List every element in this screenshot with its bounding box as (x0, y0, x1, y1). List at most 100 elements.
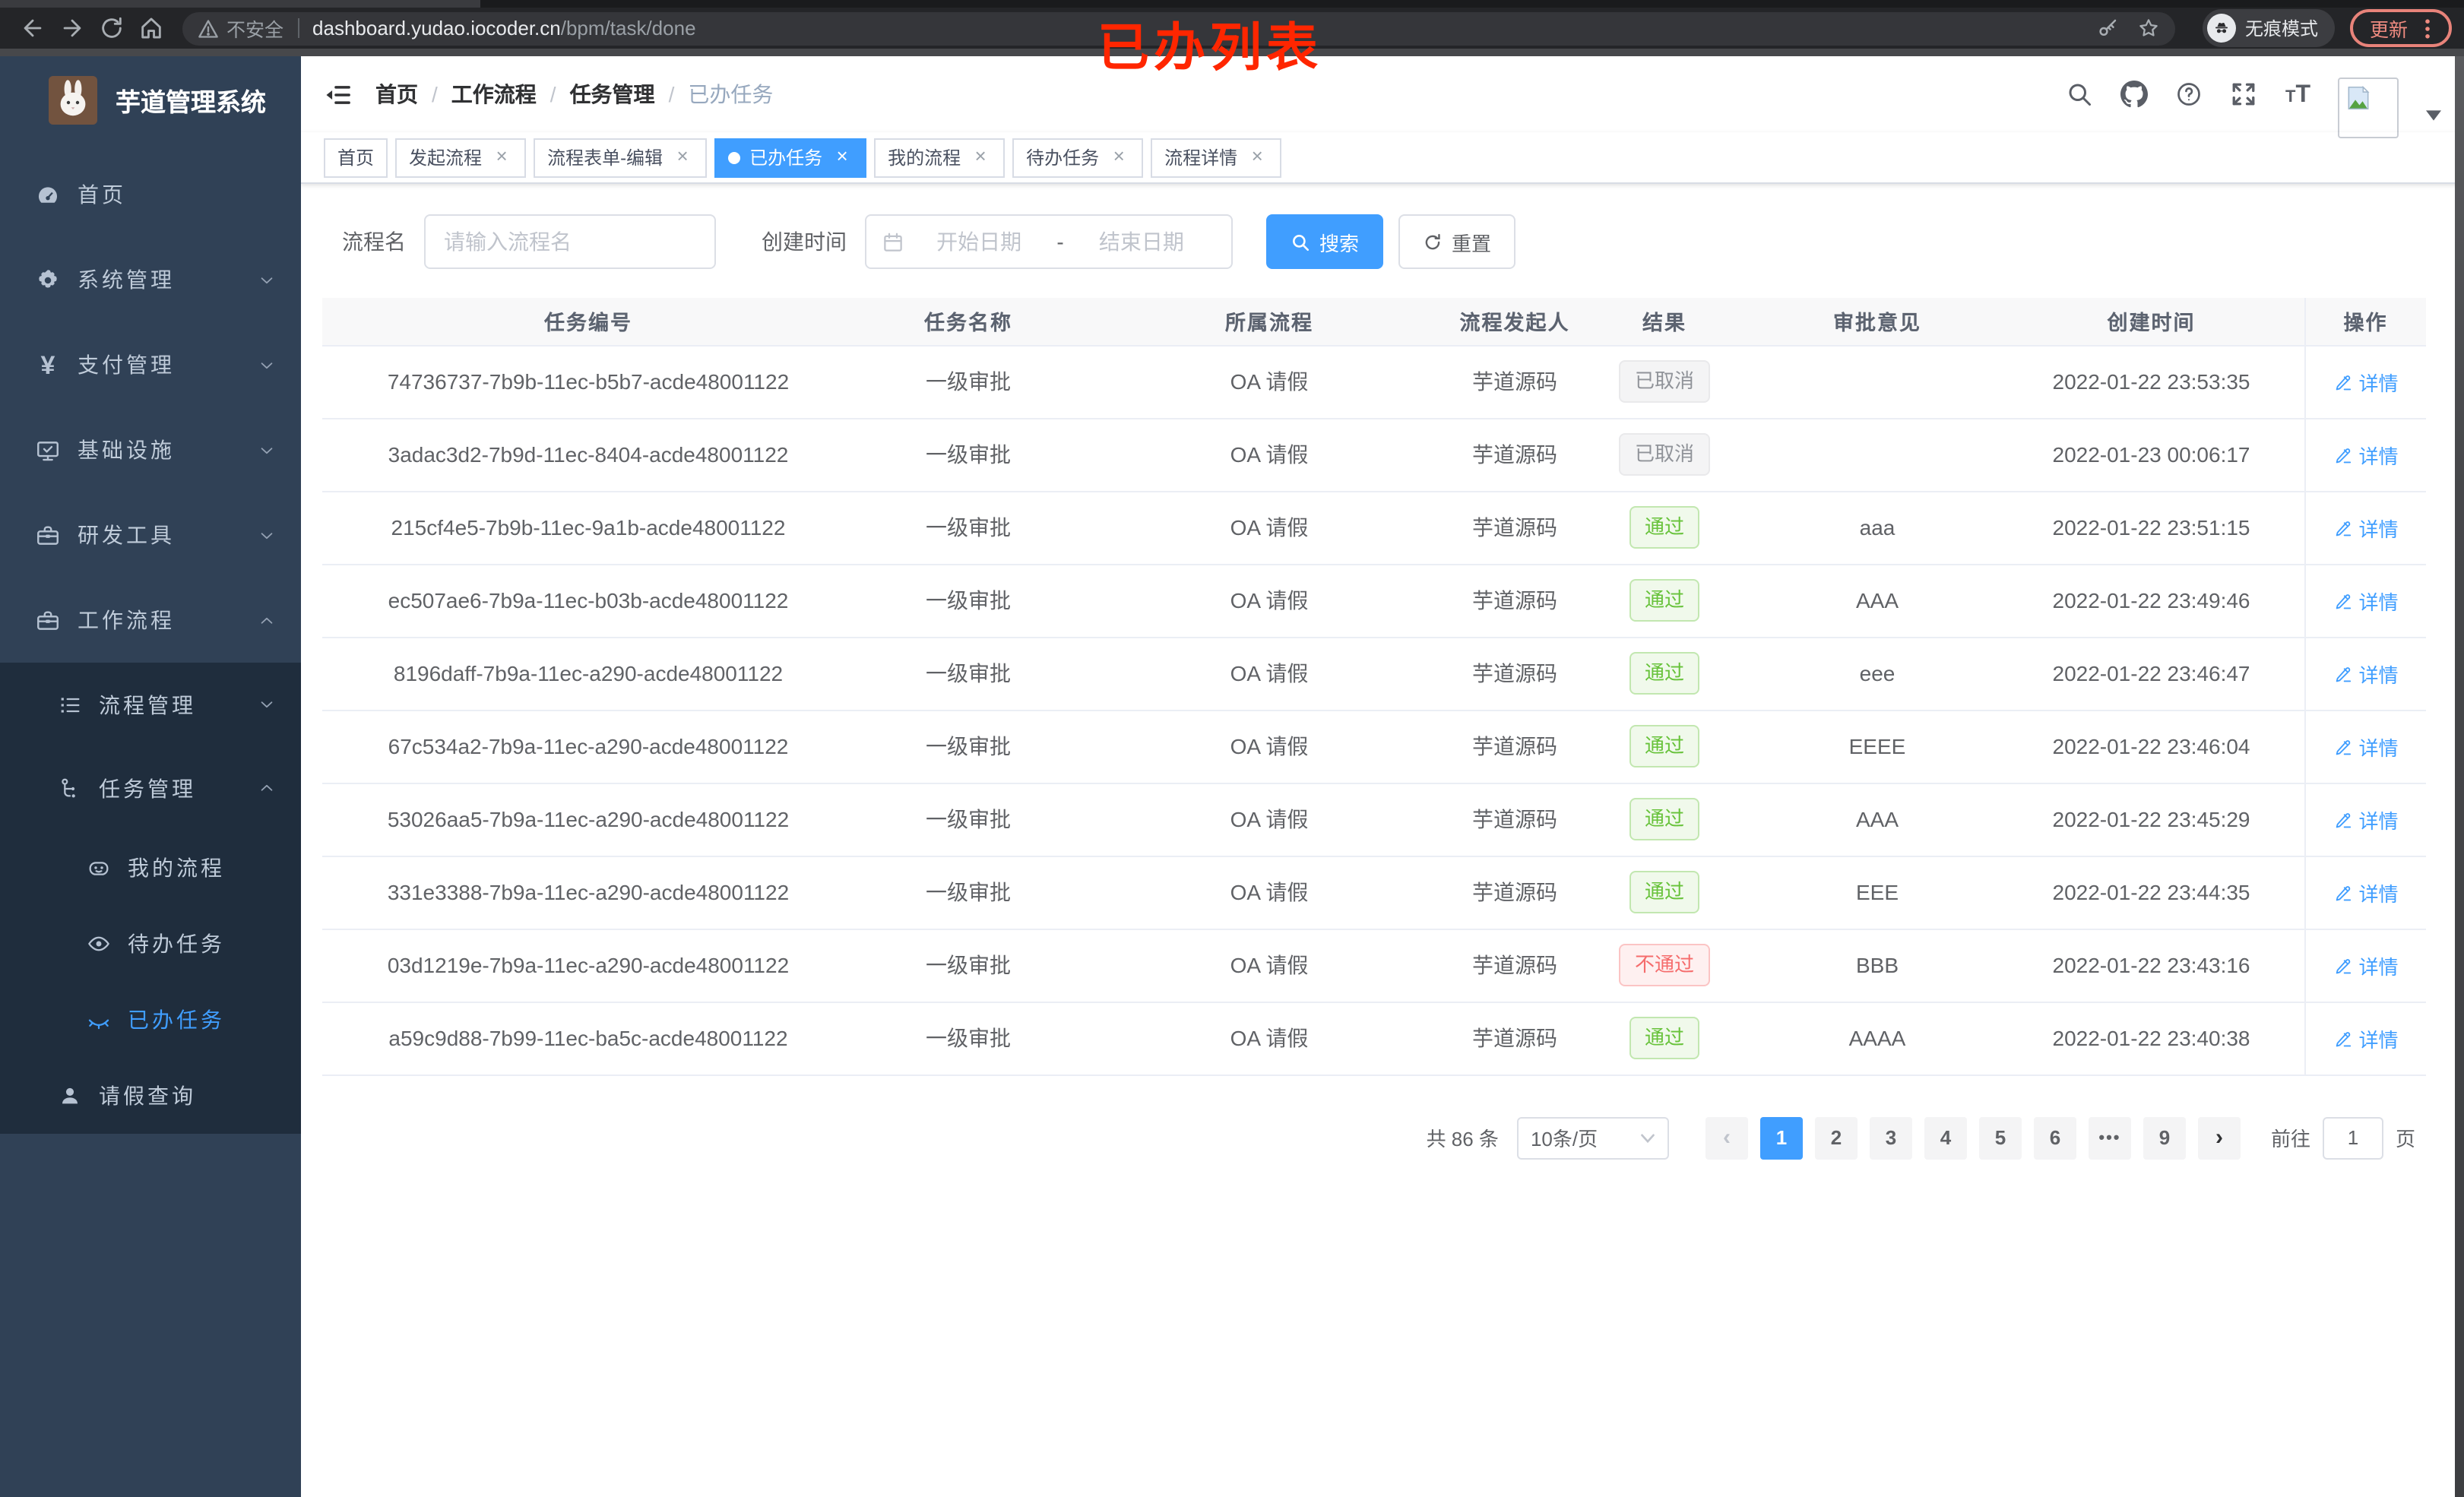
close-icon[interactable]: × (676, 144, 689, 166)
end-date-placeholder[interactable]: 结束日期 (1098, 229, 1184, 254)
search-button[interactable]: 搜索 (1266, 214, 1384, 269)
process-name-input[interactable]: 请输入流程名 (424, 214, 716, 269)
page-button-5[interactable]: 5 (1978, 1116, 2022, 1159)
close-icon[interactable]: × (1113, 144, 1125, 166)
page-size-select[interactable]: 10条/页 (1516, 1116, 1669, 1159)
sidebar-item-label: 任务管理 (99, 776, 196, 800)
breadcrumb-item-工作流程[interactable]: 工作流程 (451, 82, 537, 106)
page-button-4[interactable]: 4 (1924, 1116, 1967, 1159)
yen-icon: ¥ (40, 350, 55, 379)
tag-label: 流程详情 (1164, 147, 1238, 169)
url-text[interactable]: dashboard.yudao.iocoder.cn/bpm/task/done (312, 17, 696, 40)
jump-page-input[interactable]: 1 (2322, 1116, 2383, 1159)
created-time-cell: 2022-01-22 23:43:16 (1999, 929, 2304, 1002)
tag-view-流程表单-编辑[interactable]: 流程表单-编辑 × (534, 138, 708, 177)
tag-view-流程详情[interactable]: 流程详情 × (1151, 138, 1282, 177)
tag-view-发起流程[interactable]: 发起流程 × (395, 138, 527, 177)
table-row: 3adac3d2-7b9d-11ec-8404-acde48001122 一级审批… (322, 418, 2426, 492)
close-icon[interactable]: × (1251, 144, 1263, 166)
browser-tab[interactable] (0, 0, 480, 8)
breadcrumb-item-首页[interactable]: 首页 (375, 82, 418, 106)
home-icon[interactable] (131, 11, 170, 45)
sidebar-item-支付管理[interactable]: ¥ 支付管理 (0, 322, 301, 407)
avatar[interactable] (2338, 78, 2399, 138)
detail-link[interactable]: 详情 (2333, 805, 2399, 834)
action-cell: 详情 (2304, 856, 2426, 929)
reload-icon[interactable] (91, 11, 131, 45)
back-icon[interactable] (12, 11, 52, 45)
sidebar-item-任务管理[interactable]: 任务管理 (0, 746, 301, 830)
fullscreen-icon[interactable] (2231, 81, 2258, 108)
close-icon[interactable]: × (836, 144, 848, 166)
page-button-6[interactable]: 6 (2033, 1116, 2076, 1159)
sidebar-item-工作流程[interactable]: 工作流程 (0, 578, 301, 663)
bookmark-star-icon[interactable] (2137, 17, 2160, 40)
sidebar-item-流程管理[interactable]: 流程管理 (0, 663, 301, 746)
tag-view-已办任务[interactable]: 已办任务 × (714, 138, 867, 177)
security-label[interactable]: 不安全 (226, 20, 284, 41)
help-icon[interactable] (2176, 81, 2203, 108)
incognito-badge: 无痕模式 (2202, 9, 2335, 47)
tag-view-待办任务[interactable]: 待办任务 × (1012, 138, 1144, 177)
close-icon[interactable]: × (974, 144, 987, 166)
result-badge: 通过 (1629, 725, 1699, 767)
dashboard-icon (35, 182, 61, 207)
annotation-done-list: 已办列表 (1097, 20, 1322, 78)
tag-view-首页[interactable]: 首页 (324, 138, 388, 177)
calendar-icon (882, 230, 904, 253)
sidebar-item-系统管理[interactable]: 系统管理 (0, 237, 301, 322)
close-icon[interactable]: × (496, 144, 508, 166)
next-page-button[interactable]: › (2197, 1116, 2241, 1159)
detail-link[interactable]: 详情 (2333, 513, 2399, 542)
more-pages-button[interactable]: ••• (2088, 1116, 2131, 1159)
page-button-9[interactable]: 9 (2143, 1116, 2186, 1159)
edit-pencil-icon (2333, 372, 2352, 391)
address-bar[interactable]: 不安全 dashboard.yudao.iocoder.cn/bpm/task/… (182, 11, 2175, 45)
page-scrollbar[interactable] (2455, 56, 2464, 1497)
detail-link[interactable]: 详情 (2333, 878, 2399, 907)
task-name-cell: 一级审批 (854, 491, 1082, 565)
sidebar-item-我的流程[interactable]: 我的流程 (0, 830, 301, 906)
start-date-placeholder[interactable]: 开始日期 (936, 229, 1022, 254)
prev-page-button[interactable]: ‹ (1705, 1116, 1748, 1159)
browser-update-button[interactable]: 更新 (2349, 9, 2452, 47)
result-cell: 已取消 (1573, 418, 1756, 492)
sidebar-item-待办任务[interactable]: 待办任务 (0, 906, 301, 982)
search-icon[interactable] (2067, 81, 2094, 108)
page-button-2[interactable]: 2 (1814, 1116, 1858, 1159)
action-cell: 详情 (2304, 564, 2426, 638)
update-label[interactable]: 更新 (2369, 20, 2408, 41)
detail-link[interactable]: 详情 (2333, 1024, 2399, 1052)
tag-view-我的流程[interactable]: 我的流程 × (874, 138, 1006, 177)
app-logo-row[interactable]: 芋道管理系统 (0, 56, 301, 140)
avatar-caret-icon[interactable] (2426, 109, 2441, 122)
sidebar-item-研发工具[interactable]: 研发工具 (0, 492, 301, 578)
breadcrumb-item-任务管理[interactable]: 任务管理 (569, 82, 655, 106)
sidebar-item-基础设施[interactable]: 基础设施 (0, 407, 301, 492)
password-key-icon[interactable] (2096, 17, 2119, 40)
forward-icon[interactable] (52, 11, 91, 45)
reset-button[interactable]: 重置 (1398, 214, 1516, 269)
browser-menu-kebab-icon[interactable] (2418, 17, 2437, 39)
chevron-down-icon (258, 356, 275, 373)
detail-link[interactable]: 详情 (2333, 951, 2399, 980)
detail-link[interactable]: 详情 (2333, 367, 2399, 396)
detail-link[interactable]: 详情 (2333, 440, 2399, 469)
sidebar-fold-icon[interactable] (324, 80, 353, 109)
edit-pencil-icon (2333, 809, 2352, 829)
starter-cell: 芋道源码 (1456, 783, 1573, 856)
task-name-cell: 一级审批 (854, 783, 1082, 856)
tag-label: 已办任务 (749, 147, 823, 169)
sidebar-item-请假查询[interactable]: 请假查询 (0, 1058, 301, 1134)
sidebar-item-首页[interactable]: 首页 (0, 152, 301, 237)
date-range-picker[interactable]: 开始日期 - 结束日期 (865, 214, 1233, 269)
github-icon[interactable] (2120, 81, 2149, 108)
detail-link[interactable]: 详情 (2333, 586, 2399, 615)
page-button-3[interactable]: 3 (1869, 1116, 1912, 1159)
detail-link[interactable]: 详情 (2333, 659, 2399, 688)
detail-link[interactable]: 详情 (2333, 732, 2399, 761)
sidebar-item-已办任务[interactable]: 已办任务 (0, 982, 301, 1058)
page-button-1[interactable]: 1 (1759, 1116, 1803, 1159)
